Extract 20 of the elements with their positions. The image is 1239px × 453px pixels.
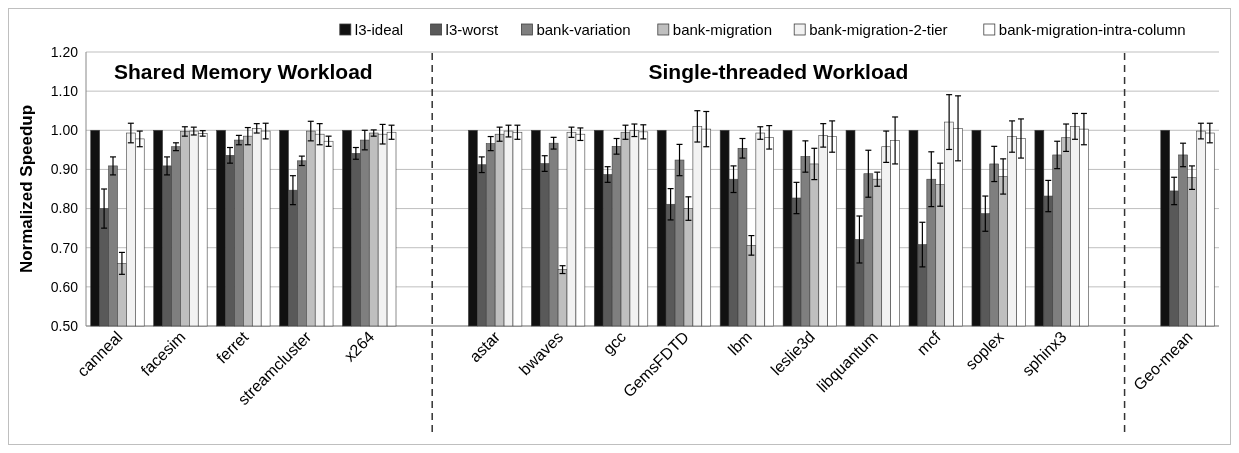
- x-tick-label: lbm: [724, 328, 756, 359]
- y-tick-label: 0.50: [50, 317, 79, 334]
- x-tick-label: mcf: [913, 327, 945, 359]
- legend-label: bank-variation: [536, 21, 631, 39]
- y-tick-label: 1.20: [50, 43, 79, 60]
- legend-label: bank-migration-2-tier: [809, 21, 948, 39]
- y-tick-label: 1.10: [50, 83, 79, 100]
- y-tick-label: 0.80: [50, 200, 79, 217]
- legend-label: l3-worst: [445, 21, 499, 39]
- y-axis-title: Normalized Speedup: [17, 104, 36, 274]
- x-tick-label: gcc: [599, 328, 630, 358]
- y-tick-label: 1.00: [50, 122, 79, 139]
- annotation: Shared Memory Workload: [114, 59, 373, 83]
- legend-label: bank-migration-intra-column: [998, 21, 1186, 39]
- annotation: Single-threaded Workload: [648, 59, 909, 83]
- y-tick-label: 0.70: [50, 239, 79, 256]
- legend-label: bank-migration: [672, 21, 773, 39]
- legend-label: l3-ideal: [354, 21, 404, 39]
- y-tick-label: 0.90: [50, 161, 79, 178]
- y-tick-label: 0.60: [50, 278, 79, 295]
